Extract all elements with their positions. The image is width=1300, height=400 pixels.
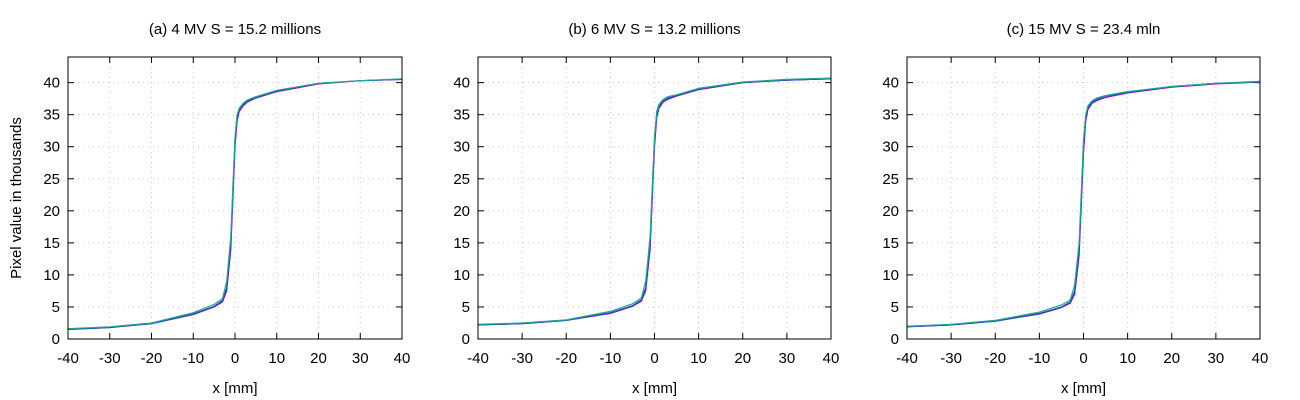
series-line-2 [67, 78, 403, 330]
x-tick-label: -30 [511, 350, 533, 367]
x-tick-label: -20 [141, 350, 163, 367]
x-tick-label: 40 [394, 350, 411, 367]
series-line-1 [67, 78, 403, 330]
x-axis-label: x [mm] [1061, 380, 1106, 397]
x-tick-label: -20 [984, 350, 1006, 367]
x-tick-label: 40 [823, 350, 840, 367]
series-line-3 [67, 78, 403, 330]
x-tick-label: -40 [467, 350, 489, 367]
y-tick-label: 40 [43, 75, 60, 92]
x-tick-label: -30 [940, 350, 962, 367]
y-tick-label: 25 [453, 171, 470, 188]
y-tick-label: 25 [882, 171, 899, 188]
x-tick-label: 0 [1079, 350, 1087, 367]
x-tick-label: 40 [1252, 350, 1269, 367]
x-tick-label: -30 [99, 350, 121, 367]
y-tick-label: 5 [52, 299, 60, 316]
plot-frame [477, 56, 832, 340]
series-line-3 [906, 80, 1261, 327]
y-tick-label: 20 [882, 203, 899, 220]
x-tick-label: 20 [734, 350, 751, 367]
x-tick-label: 10 [1119, 350, 1136, 367]
y-tick-label: 10 [882, 267, 899, 284]
x-tick-label: -10 [182, 350, 204, 367]
series-line-3 [477, 77, 832, 325]
chart-panel-1: -40 -30 -20 -10 0 10 20 30 40 0 5 10 15 20 25 30 35 40 (a)… [43, 21, 410, 397]
y-tick-label: 0 [52, 331, 60, 348]
x-tick-label: 20 [310, 350, 327, 367]
figure-ylabel: Pixel value in thousands [8, 117, 25, 279]
x-tick-label: 10 [268, 350, 285, 367]
y-tick-label: 15 [882, 235, 899, 252]
y-tick-label: 0 [462, 331, 470, 348]
y-tick-label: 40 [882, 75, 899, 92]
y-tick-label: 25 [43, 171, 60, 188]
y-tick-label: 10 [453, 267, 470, 284]
x-tick-label: -10 [1029, 350, 1051, 367]
chart-panel-2: -40 -30 -20 -10 0 10 20 30 40 0 5 10 15 20 25 30 35 40 (b)… [453, 21, 839, 397]
series-line-1 [906, 81, 1261, 328]
y-tick-label: 5 [462, 299, 470, 316]
x-tick-label: 30 [1208, 350, 1225, 367]
x-tick-label: -40 [57, 350, 79, 367]
y-tick-label: 35 [453, 107, 470, 124]
y-tick-label: 30 [882, 139, 899, 156]
x-tick-label: 10 [690, 350, 707, 367]
y-tick-label: 15 [43, 235, 60, 252]
y-tick-label: 0 [891, 331, 899, 348]
x-tick-label: -20 [555, 350, 577, 367]
y-tick-label: 30 [43, 139, 60, 156]
x-tick-label: 30 [779, 350, 796, 367]
x-tick-label: -40 [896, 350, 918, 367]
y-tick-label: 35 [43, 107, 60, 124]
x-axis-label: x [mm] [213, 380, 258, 397]
chart-title: (c) 15 MV S = 23.4 mln [1007, 21, 1161, 38]
y-tick-label: 30 [453, 139, 470, 156]
x-tick-label: 30 [352, 350, 369, 367]
x-tick-label: 0 [650, 350, 658, 367]
x-axis-label: x [mm] [632, 380, 677, 397]
chart-title: (a) 4 MV S = 15.2 millions [149, 21, 321, 38]
x-tick-label: -10 [600, 350, 622, 367]
plot-frame [906, 56, 1261, 340]
plot-frame [67, 56, 403, 340]
y-tick-label: 35 [882, 107, 899, 124]
y-tick-label: 40 [453, 75, 470, 92]
y-tick-label: 15 [453, 235, 470, 252]
series-line-2 [906, 81, 1261, 328]
y-tick-label: 20 [43, 203, 60, 220]
y-tick-label: 5 [891, 299, 899, 316]
chart-panel-3: -40 -30 -20 -10 0 10 20 30 40 0 5 10 15 20 25 30 35 40 (c)… [882, 21, 1268, 397]
y-tick-label: 20 [453, 203, 470, 220]
chart-title: (b) 6 MV S = 13.2 millions [568, 21, 740, 38]
x-tick-label: 20 [1163, 350, 1180, 367]
x-tick-label: 0 [231, 350, 239, 367]
y-tick-label: 10 [43, 267, 60, 284]
